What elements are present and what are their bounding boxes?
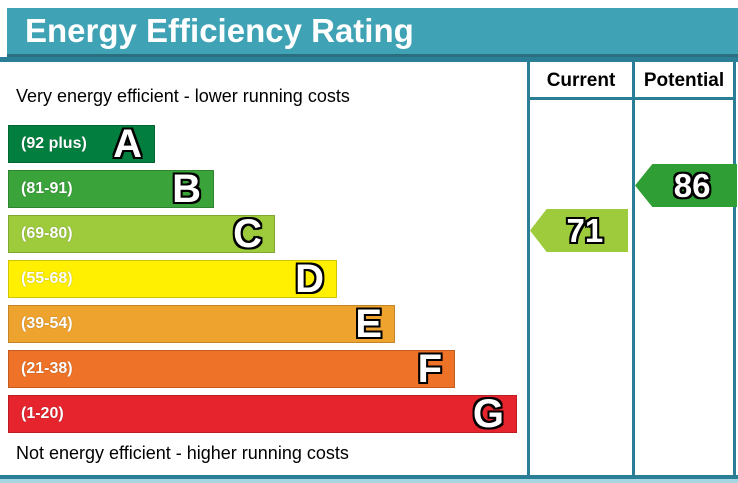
band-row-f: (21-38) F [8, 347, 455, 391]
band-letter: C [233, 212, 262, 256]
band-letter: E [355, 302, 382, 346]
current-rating-value: 71 [566, 211, 604, 249]
band-letter: D [295, 257, 324, 301]
outer-pale-strip [0, 479, 738, 483]
band-range-label: (69-80) [21, 225, 73, 242]
band-row-a: (92 plus) A [8, 122, 155, 166]
table-top-border [0, 57, 738, 62]
band-row-b: (81-91) B [8, 167, 214, 211]
band-range-label: (92 plus) [21, 135, 87, 152]
potential-rating-value: 86 [673, 166, 711, 204]
current-rating-arrow-icon: 71 [530, 209, 628, 252]
band-range-label: (81-91) [21, 180, 73, 197]
band-letter: B [172, 167, 201, 211]
table-right-border [733, 58, 736, 479]
potential-column-header: Potential [643, 70, 725, 91]
band-row-e: (39-54) E [8, 302, 395, 346]
band-range-label: (1-20) [21, 405, 64, 422]
current-column-header: Current [546, 70, 616, 91]
current-column-left-divider [527, 58, 530, 479]
table-bottom-border [0, 475, 738, 479]
band-range-label: (39-54) [21, 315, 73, 332]
column-header-underline [527, 97, 736, 100]
band-range-label: (21-38) [21, 360, 73, 377]
band-letter: F [417, 347, 442, 391]
bottom-caption: Not energy efficient - higher running co… [16, 443, 349, 463]
title-banner: Energy Efficiency Rating [7, 8, 738, 57]
top-caption: Very energy efficient - lower running co… [16, 86, 350, 106]
potential-rating-arrow-icon: 86 [635, 164, 737, 207]
band-row-c: (69-80) C [8, 212, 275, 256]
band-letter: G [472, 392, 504, 436]
band-letter: A [113, 122, 142, 166]
band-row-g: (1-20) G [8, 392, 517, 436]
band-row-d: (55-68) D [8, 257, 337, 301]
potential-column-left-divider [632, 58, 635, 479]
band-range-label: (55-68) [21, 270, 73, 287]
page-title: Energy Efficiency Rating [25, 12, 414, 49]
